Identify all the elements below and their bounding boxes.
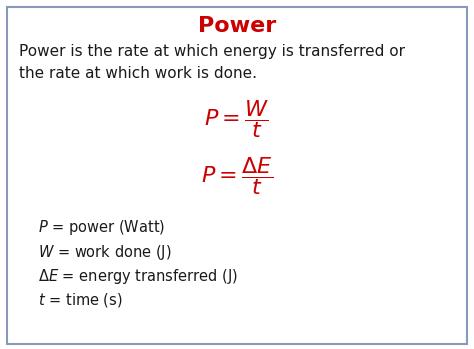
Text: Power is the rate at which energy is transferred or: Power is the rate at which energy is tra…: [19, 44, 405, 59]
Text: $W$ = work done (J): $W$ = work done (J): [38, 243, 172, 261]
Text: $P$ = power (Watt): $P$ = power (Watt): [38, 218, 165, 237]
Text: Power: Power: [198, 16, 276, 36]
Text: $\mathit{P} = \dfrac{W}{t}$: $\mathit{P} = \dfrac{W}{t}$: [204, 98, 270, 140]
Text: the rate at which work is done.: the rate at which work is done.: [19, 66, 257, 81]
FancyBboxPatch shape: [7, 7, 467, 344]
Text: $\mathit{P} = \dfrac{\Delta \mathit{E}}{t}$: $\mathit{P} = \dfrac{\Delta \mathit{E}}{…: [201, 155, 273, 197]
Text: $t$ = time (s): $t$ = time (s): [38, 291, 123, 310]
Text: $\Delta \mathit{E}$ = energy transferred (J): $\Delta \mathit{E}$ = energy transferred…: [38, 267, 237, 286]
